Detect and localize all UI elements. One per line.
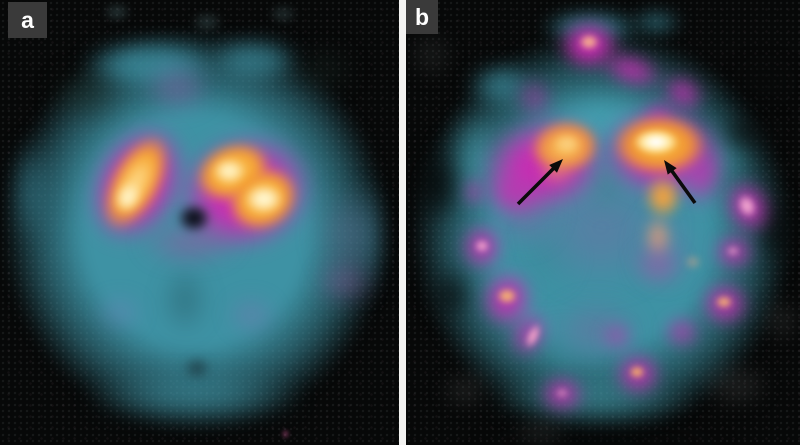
scan-blob [348, 160, 388, 320]
panel-divider [399, 0, 406, 445]
scan-blob [531, 158, 581, 188]
scan-blob [553, 386, 571, 400]
hotspot-core [550, 132, 584, 156]
scan-blob [460, 170, 488, 214]
scan-blob [100, 2, 134, 22]
scan-blob [724, 244, 742, 258]
panel-a-scan: a [0, 0, 399, 445]
hotspot-core [244, 184, 284, 214]
scan-blob [5, 120, 55, 260]
scan-blob [621, 5, 691, 40]
scan-blob [281, 428, 290, 440]
scan-blob [437, 423, 767, 445]
scan-blob [639, 208, 677, 266]
scan-blob [626, 363, 648, 381]
scan-blob [691, 355, 781, 415]
scan-blob [40, 60, 135, 130]
scan-blob [456, 367, 726, 432]
scan-blob [431, 365, 501, 415]
scan-blob [307, 255, 382, 310]
panel-label-b: b [406, 0, 438, 34]
scan-blob [575, 31, 603, 53]
scan-blob [135, 58, 220, 118]
dark-spot-center [173, 200, 215, 236]
scan-blob [155, 255, 215, 345]
scan-blob [683, 254, 703, 270]
scan-blob [305, 170, 390, 300]
scan-blob [265, 4, 301, 24]
scan-blob [493, 285, 521, 307]
panel-b-scan: b [406, 0, 800, 445]
scan-blob [712, 293, 736, 311]
panel-label-text: b [414, 3, 430, 30]
scan-blob [472, 237, 492, 255]
dark-spot-lower [179, 353, 215, 383]
scan-blob [623, 235, 693, 295]
scan-blob [219, 290, 284, 340]
scan-blob [90, 290, 150, 335]
hotspot-core-white [633, 129, 679, 155]
scan-blob [282, 43, 362, 98]
scan-blob [756, 290, 800, 350]
hotspot-core [212, 158, 246, 184]
panel-label-text: a [21, 6, 34, 33]
scan-blob [187, 11, 227, 33]
panel-label-a: a [8, 2, 47, 38]
scan-blob [729, 57, 799, 107]
